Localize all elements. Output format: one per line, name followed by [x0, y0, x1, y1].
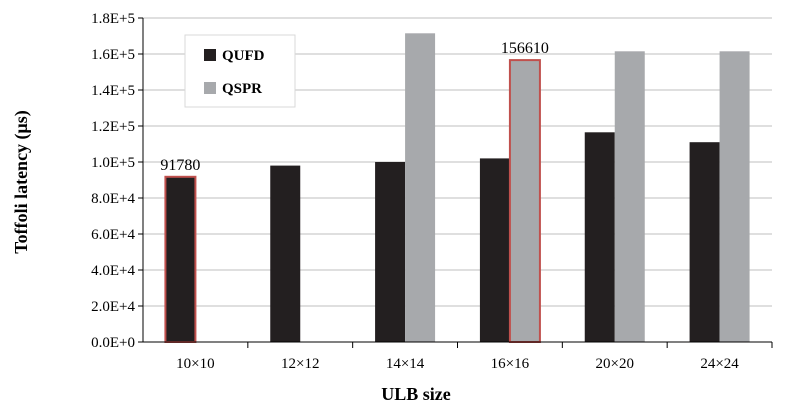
bar-qufd-2 [375, 162, 406, 342]
y-tick-label: 1.6E+5 [91, 47, 135, 63]
bars [164, 33, 750, 344]
y-tick-label: 1.8E+5 [91, 11, 135, 27]
legend-box [184, 34, 296, 108]
bar-qufd-4 [584, 132, 615, 342]
legend-label-qspr: QSPR [222, 81, 262, 97]
data-label: 91780 [160, 157, 200, 174]
bar-qspr-4 [614, 51, 645, 343]
x-tick-label: 10×10 [176, 356, 214, 372]
bar-qspr-3 [508, 59, 541, 344]
y-tick-label: 8.0E+4 [91, 191, 135, 207]
x-tick-label: 16×16 [491, 356, 530, 372]
data-labels: 91780 156610 [160, 40, 549, 174]
bar-qufd-1 [270, 165, 301, 342]
bar-qufd-3 [479, 158, 510, 342]
y-tick-label: 2.0E+4 [91, 299, 135, 315]
y-tick-label: 0.0E+0 [91, 335, 135, 351]
y-axis-title: Toffoli latency (μs) [11, 110, 32, 254]
data-label: 156610 [501, 40, 549, 57]
x-tick-labels: 10×10 12×12 14×14 16×16 20×20 24×24 [176, 342, 773, 372]
x-tick-label: 14×14 [386, 356, 425, 372]
y-tick-label: 1.2E+5 [91, 119, 135, 135]
y-tick-label: 4.0E+4 [91, 263, 135, 279]
legend-swatch-qspr [204, 82, 216, 94]
y-tick-label: 1.0E+5 [91, 155, 135, 171]
bar-qspr-2 [405, 33, 436, 343]
bar-qspr-5 [719, 51, 750, 343]
legend-label-qufd: QUFD [222, 48, 265, 64]
x-tick-label: 20×20 [596, 356, 634, 372]
x-axis-title: ULB size [381, 384, 451, 404]
bar-qufd-0 [164, 175, 197, 343]
bar-qufd-5 [689, 142, 720, 342]
y-tick-label: 1.4E+5 [91, 83, 135, 99]
x-tick-label: 24×24 [700, 356, 739, 372]
legend: QUFD QSPR [184, 34, 296, 108]
y-tick-labels: 0.0E+0 2.0E+4 4.0E+4 6.0E+4 8.0E+4 1.0E+5 1.2E… [91, 11, 143, 351]
legend-swatch-qufd [204, 49, 216, 61]
y-tick-label: 6.0E+4 [91, 227, 135, 243]
x-tick-label: 12×12 [281, 356, 319, 372]
